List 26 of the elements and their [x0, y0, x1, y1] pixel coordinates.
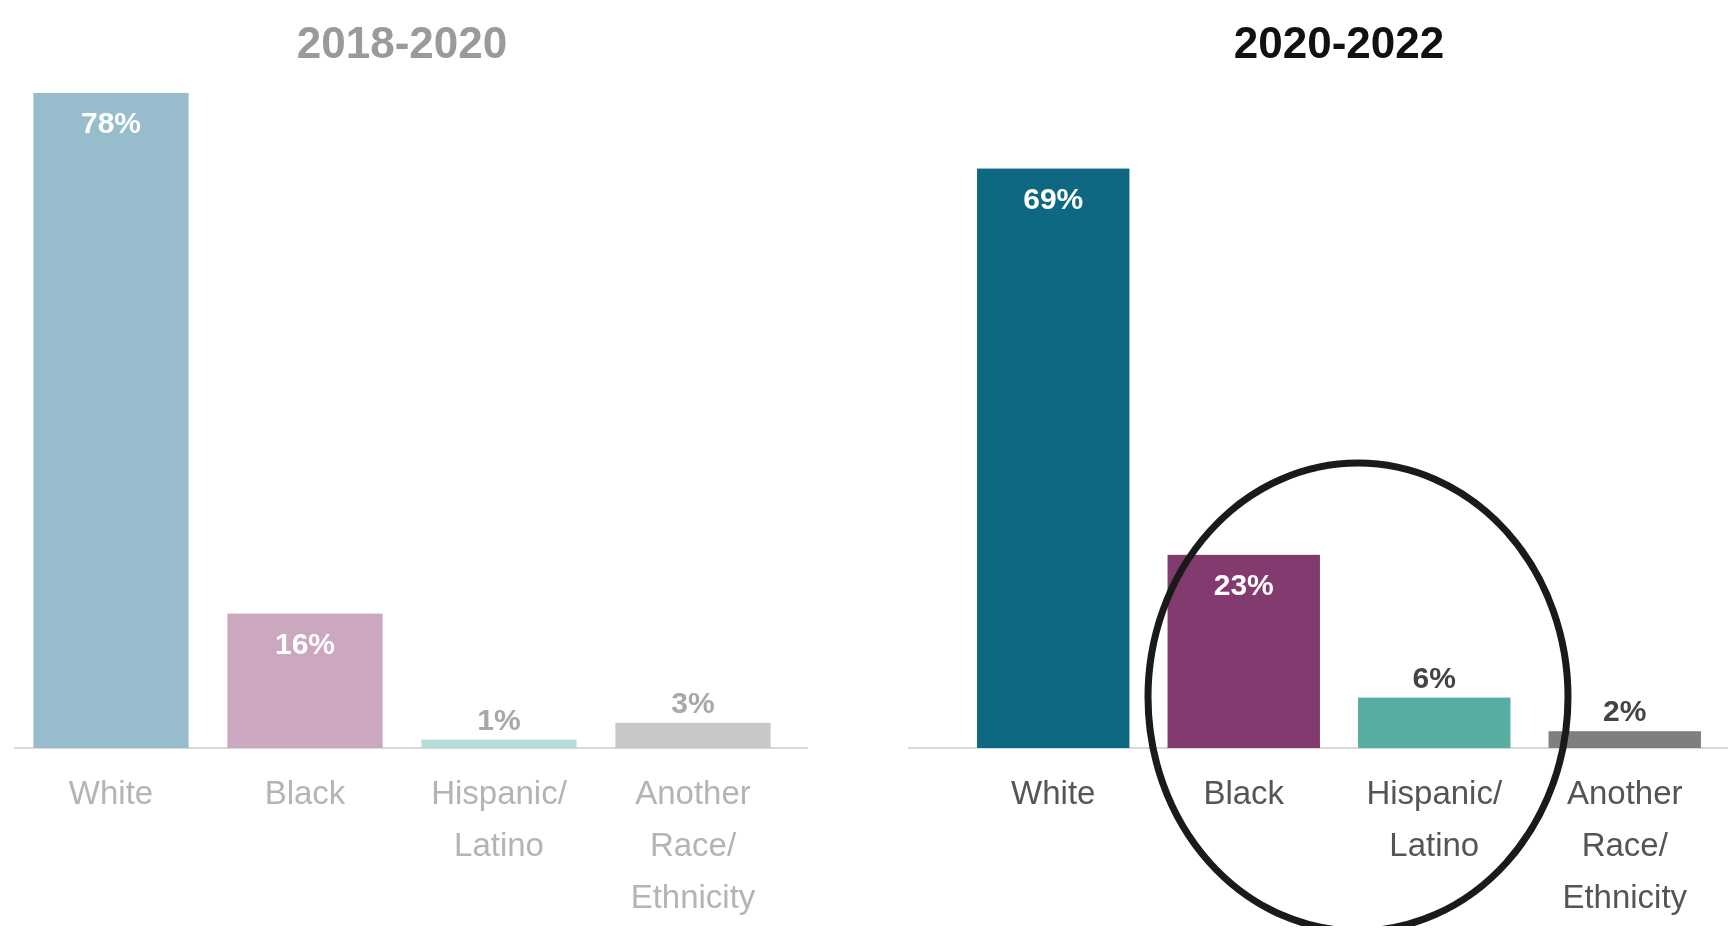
bar [421, 739, 577, 748]
data-label: 16% [274, 626, 336, 660]
bar [1167, 554, 1320, 748]
data-label: 78% [80, 106, 142, 139]
bar [227, 613, 383, 748]
data-label: 23% [1213, 567, 1274, 601]
data-label: 3% [671, 685, 715, 719]
data-label: 1% [477, 702, 521, 736]
x-tick-label: Another Race/ Ethnicity [630, 774, 756, 915]
x-tick-label: Black [264, 774, 346, 811]
x-tick-label: Hispanic/ Latino [431, 774, 568, 863]
data-label: 6% [1412, 660, 1456, 694]
x-tick-label: White [1011, 774, 1096, 811]
x-tick-label: White [68, 774, 154, 811]
bar [977, 168, 1130, 748]
data-label: 2% [1603, 694, 1647, 728]
chart-title: 2020-2022 [1233, 18, 1445, 67]
bar [1358, 697, 1511, 748]
bar [33, 93, 189, 748]
bar [1548, 731, 1701, 748]
chart-title: 2018-2020 [296, 18, 508, 67]
x-tick-label: Black [1203, 774, 1285, 811]
x-tick-label: Hispanic/ Latino [1366, 774, 1503, 863]
bar [615, 722, 771, 748]
x-tick-label: Another Race/ Ethnicity [1562, 774, 1688, 915]
data-label: 69% [1023, 181, 1084, 215]
